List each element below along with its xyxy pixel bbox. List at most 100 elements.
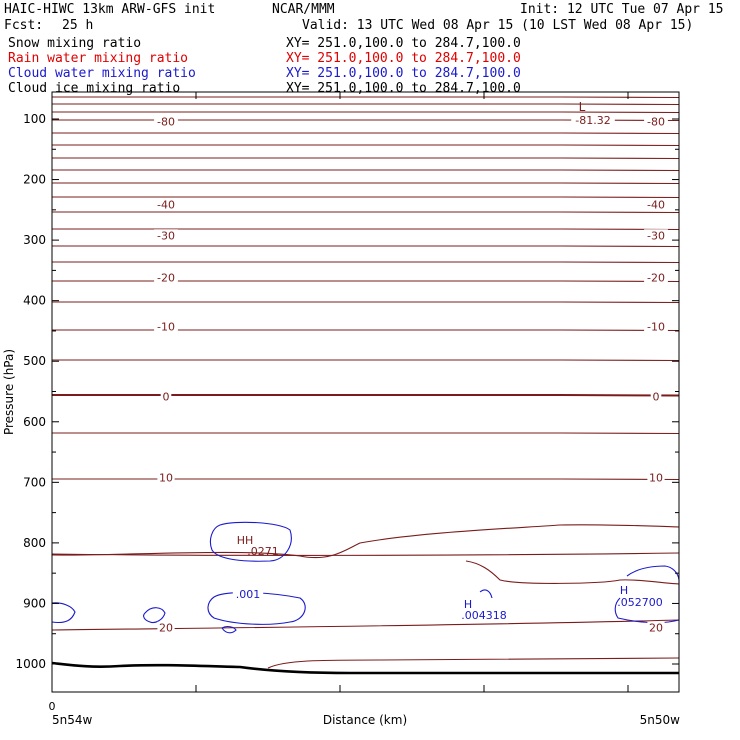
- x-end-label: 5n50w: [640, 713, 681, 727]
- isotherm-line: [51, 132, 680, 135]
- isotherm-label-right: -80: [647, 115, 665, 128]
- field-name-snow: Snow mixing ratio: [8, 36, 142, 51]
- field-xy-cloud-water: XY= 251.0,100.0 to 284.7,100.0: [286, 66, 521, 81]
- cloud-water-contours: [51, 521, 680, 634]
- y-tick-label: 700: [23, 475, 46, 489]
- isotherm-label-left: -40: [157, 198, 175, 211]
- y-tick-label: 1000: [15, 657, 46, 671]
- isotherm-line: [51, 103, 680, 106]
- cloud-contour-label-bg: [232, 588, 264, 601]
- y-tick-label: 800: [23, 536, 46, 550]
- cloud-max-value: .0271: [247, 545, 279, 558]
- isotherm-line: [51, 261, 680, 264]
- isotherm-label-left: -10: [157, 321, 175, 334]
- cloud-high-marker: H: [620, 584, 628, 597]
- plot-border: [51, 91, 680, 693]
- cloud-water-contour: [209, 521, 292, 562]
- isotherm-label-left: 20: [159, 622, 173, 635]
- isotherm-line: [51, 524, 680, 559]
- isotherm-line: [465, 560, 680, 585]
- model-title: HAIC-HIWC 13km ARW-GFS init: [4, 2, 216, 17]
- field-xy-snow: XY= 251.0,100.0 to 284.7,100.0: [286, 36, 521, 51]
- x-axis-label: Distance (km): [323, 713, 407, 727]
- field-name-rain: Rain water mixing ratio: [8, 51, 189, 66]
- isotherm-label-right: -10: [647, 321, 665, 334]
- isotherm-line: [51, 96, 680, 99]
- fcst-label: Fcst:: [4, 18, 44, 33]
- cloud-water-contour: [221, 625, 237, 634]
- cloud-contour-label: .001: [236, 588, 261, 601]
- cloud-water-contour: [143, 607, 166, 624]
- isotherm-label-right-bg: [647, 621, 665, 635]
- isotherm-label-right: -20: [647, 272, 665, 285]
- isotherm-line: [51, 619, 680, 631]
- isotherm-label-right-bg: [644, 229, 668, 243]
- isotherm-label-right-bg: [644, 198, 668, 212]
- isotherm-label-left: 10: [159, 471, 173, 484]
- y-tick-label: 600: [23, 415, 46, 429]
- y-tick-label: 400: [23, 294, 46, 308]
- isotherm-label-left: -20: [157, 272, 175, 285]
- cloud-water-contour: [479, 589, 493, 599]
- isotherm-line: [51, 329, 680, 332]
- field-xy-rain: XY= 251.0,100.0 to 284.7,100.0: [286, 51, 521, 66]
- isotherm-label-left-bg: [154, 320, 178, 334]
- isotherm-line: [51, 211, 680, 214]
- low-marker: L: [579, 100, 586, 114]
- terrain-line: [51, 661, 679, 675]
- isotherm-line: [51, 196, 680, 199]
- isotherm-line: [267, 657, 680, 669]
- isotherm-label-right-bg: [650, 390, 662, 404]
- y-tick-label: 500: [23, 354, 46, 368]
- isotherm-line: [51, 393, 680, 397]
- isotherm-line: [51, 359, 680, 362]
- isotherm-label-right-bg: [644, 320, 668, 334]
- x-start-label: 5n54w: [52, 713, 93, 727]
- isotherm-line: [51, 301, 680, 304]
- cloud-high-marker: H: [464, 598, 472, 611]
- isotherm-label-left-bg: [157, 621, 175, 635]
- y-tick-label: 200: [23, 173, 46, 187]
- isotherm-label-right-bg: [644, 115, 668, 129]
- isotherm-label-left-bg: [154, 198, 178, 212]
- plot-frame: [51, 91, 680, 693]
- cloud-high-value: .052700: [617, 596, 663, 609]
- cloud-high-value: .004318: [461, 609, 507, 622]
- init-label: Init: 12 UTC Tue 07 Apr 15: [520, 2, 724, 17]
- fcst-value: 25 h: [62, 18, 94, 33]
- isotherm-line: [51, 157, 680, 160]
- isotherm-line: [51, 144, 680, 147]
- isotherm-label-left-bg: [160, 390, 172, 404]
- temperature-contours: [51, 96, 680, 669]
- isotherm-label-left-bg: [154, 271, 178, 285]
- isotherm-line: [51, 228, 680, 231]
- isotherm-line: [51, 182, 680, 185]
- isotherm-label-right: 0: [653, 390, 660, 403]
- isotherm-line: [51, 169, 680, 172]
- isotherm-label-left: 0: [163, 390, 170, 403]
- y-tick-label: 300: [23, 233, 46, 247]
- isotherm-label-right: -30: [647, 229, 665, 242]
- terrain-line: [51, 661, 679, 675]
- isotherm-label-left-bg: [154, 229, 178, 243]
- isotherm-label-right-bg: [647, 471, 665, 485]
- low-value: -81.32: [575, 114, 610, 127]
- isotherm-label-left: -80: [157, 115, 175, 128]
- isotherm-line: [51, 478, 680, 481]
- field-name-cloud-water: Cloud water mixing ratio: [8, 66, 196, 81]
- y-tick-label: 900: [23, 596, 46, 610]
- isotherm-line: [51, 432, 680, 435]
- isotherm-line: [51, 245, 680, 248]
- org-label: NCAR/MMM: [272, 2, 335, 17]
- isotherm-label-right: -40: [647, 198, 665, 211]
- x-tick-label-first: 0: [49, 700, 56, 713]
- low-value-bg: [571, 114, 615, 127]
- valid-label: Valid: 13 UTC Wed 08 Apr 15 (10 LST Wed …: [302, 18, 694, 33]
- cloud-max-marker: HH: [237, 534, 254, 547]
- isotherm-label-left-bg: [154, 115, 178, 129]
- isotherm-label-left: -30: [157, 229, 175, 242]
- isotherm-label-left-bg: [157, 471, 175, 485]
- isotherm-line: [51, 111, 680, 114]
